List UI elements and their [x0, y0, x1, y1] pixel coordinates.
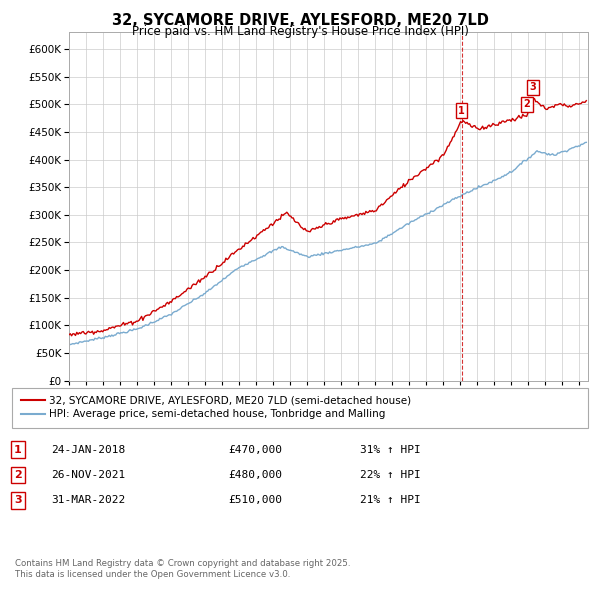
Text: Price paid vs. HM Land Registry's House Price Index (HPI): Price paid vs. HM Land Registry's House … [131, 25, 469, 38]
Text: 3: 3 [14, 496, 22, 505]
Text: 2: 2 [523, 99, 530, 109]
Text: 31-MAR-2022: 31-MAR-2022 [51, 496, 125, 505]
Text: £480,000: £480,000 [228, 470, 282, 480]
Text: 1: 1 [458, 106, 465, 116]
Text: 2: 2 [14, 470, 22, 480]
Text: 26-NOV-2021: 26-NOV-2021 [51, 470, 125, 480]
Text: This data is licensed under the Open Government Licence v3.0.: This data is licensed under the Open Gov… [15, 571, 290, 579]
Text: £510,000: £510,000 [228, 496, 282, 505]
Text: 22% ↑ HPI: 22% ↑ HPI [360, 470, 421, 480]
Text: 24-JAN-2018: 24-JAN-2018 [51, 445, 125, 454]
Text: Contains HM Land Registry data © Crown copyright and database right 2025.: Contains HM Land Registry data © Crown c… [15, 559, 350, 568]
Text: 31% ↑ HPI: 31% ↑ HPI [360, 445, 421, 454]
Text: 21% ↑ HPI: 21% ↑ HPI [360, 496, 421, 505]
Text: 32, SYCAMORE DRIVE, AYLESFORD, ME20 7LD (semi-detached house): 32, SYCAMORE DRIVE, AYLESFORD, ME20 7LD … [49, 395, 412, 405]
Text: HPI: Average price, semi-detached house, Tonbridge and Malling: HPI: Average price, semi-detached house,… [49, 409, 386, 419]
Text: £470,000: £470,000 [228, 445, 282, 454]
Text: 32, SYCAMORE DRIVE, AYLESFORD, ME20 7LD: 32, SYCAMORE DRIVE, AYLESFORD, ME20 7LD [112, 13, 488, 28]
Text: 1: 1 [14, 445, 22, 454]
Text: 3: 3 [529, 83, 536, 93]
